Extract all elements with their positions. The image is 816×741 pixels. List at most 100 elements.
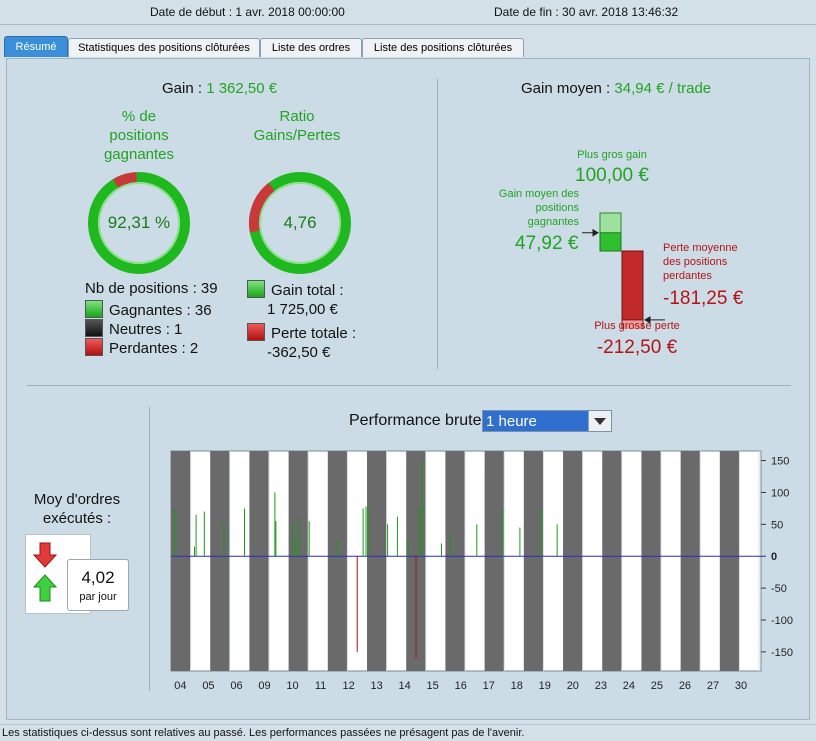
- avg-win-label-line: Gain moyen des: [498, 188, 579, 200]
- period-select[interactable]: 1 heure: [482, 410, 612, 432]
- orders-value: 4,02: [81, 568, 115, 587]
- chart-xtick-label: 30: [735, 680, 747, 692]
- pct-title-line: gagnantes: [103, 146, 175, 163]
- period-select-value: 1 heure: [486, 413, 537, 430]
- chart-shaded-day: [210, 451, 230, 671]
- legend-neutres: Neutres : 1: [85, 319, 182, 338]
- chart-shaded-day: [367, 451, 387, 671]
- avg-gain-line: Gain moyen : 34,94 € / trade: [521, 80, 711, 97]
- pct-ring-loss-arc: [113, 172, 138, 188]
- chart-xtick-label: 16: [455, 680, 467, 692]
- pct-title-line: positions: [109, 127, 169, 144]
- disclaimer: Les statistiques ci-dessus sont relative…: [0, 724, 816, 741]
- gain-total-label: Gain total :: [271, 282, 344, 299]
- red-swatch: [85, 338, 103, 356]
- avg-win-label-line: gagnantes: [527, 216, 579, 228]
- avg-loss-value: -181,25 €: [663, 288, 744, 309]
- vertical-divider-bottom: [149, 407, 150, 691]
- avg-gain-bar: [599, 232, 622, 252]
- avg-loss-arrow-icon: [644, 315, 665, 324]
- avg-loss-label-line: des positions: [663, 256, 728, 268]
- chart-xtick-label: 25: [651, 680, 663, 692]
- avg-loss-label: Perte moyenne des positions perdantes: [663, 241, 738, 283]
- ratio-value: 4,76: [283, 213, 317, 232]
- chart-shaded-day: [523, 451, 544, 671]
- chart-xtick-label: 05: [202, 680, 214, 692]
- avg-gain-value: 34,94 € / trade: [614, 80, 712, 97]
- chart-xtick-label: 27: [707, 680, 719, 692]
- legend-gagnantes: Gagnantes : 36: [85, 300, 212, 319]
- chart-shaded-day: [563, 451, 583, 671]
- nb-positions: Nb de positions : 39: [85, 280, 218, 297]
- end-date: Date de fin : 30 avr. 2018 13:46:32: [494, 5, 679, 19]
- chart-xtick-label: 24: [623, 680, 635, 692]
- chevron-down-icon[interactable]: [588, 411, 611, 431]
- legend-perdantes: Perdantes : 2: [85, 338, 198, 357]
- gain-total-value: 1 725,00 €: [267, 301, 338, 318]
- gain-label: Gain :: [162, 80, 203, 97]
- order-arrows-icon: [32, 542, 58, 602]
- ratio-title-line: Ratio: [279, 108, 315, 125]
- ratio-title-line: Gains/Pertes: [253, 127, 341, 144]
- worst-value: -212,50 €: [596, 337, 678, 358]
- summary-panel: Gain : 1 362,50 € % de positions gagnant…: [6, 58, 810, 720]
- orders-unit: par jour: [79, 591, 117, 603]
- tab-liste-positions[interactable]: Liste des positions clôturées: [362, 38, 524, 57]
- chart-xtick-label: 20: [567, 680, 579, 692]
- chart-shaded-day: [719, 451, 740, 671]
- avg-win-label: Gain moyen des positions gagnantes: [485, 187, 579, 229]
- chart-xtick-label: 26: [679, 680, 691, 692]
- tab-bar: Résumé Statistiques des positions clôtur…: [0, 36, 816, 58]
- chart-xtick-label: 15: [427, 680, 439, 692]
- legend-neutres-text: Neutres : 1: [109, 321, 183, 338]
- chart-ytick-label: 50: [771, 519, 783, 531]
- ratio-title: Ratio Gains/Pertes: [237, 107, 357, 145]
- chart-xtick-label: 14: [399, 680, 411, 692]
- pct-ring: [88, 172, 190, 274]
- tab-liste-ordres[interactable]: Liste des ordres: [260, 38, 362, 57]
- chart-ytick-label: -150: [771, 647, 793, 659]
- vertical-divider: [437, 79, 438, 369]
- tab-resume[interactable]: Résumé: [4, 36, 68, 57]
- avg-win-value: 47,92 €: [515, 233, 579, 254]
- chart-xtick-label: 04: [174, 680, 186, 692]
- black-swatch: [85, 319, 103, 337]
- perte-totale-label: Perte totale :: [271, 325, 357, 342]
- header-bar: Date de début : 1 avr. 2018 00:00:00 Dat…: [0, 0, 816, 25]
- avg-loss-label-line: perdantes: [663, 270, 712, 282]
- performance-title: Performance brute: [349, 412, 482, 429]
- chart-shaded-day: [288, 451, 309, 671]
- perte-totale-value: -362,50 €: [267, 344, 331, 361]
- ratio-ring: [249, 172, 351, 274]
- avg-loss-bar: [621, 250, 644, 321]
- chart-xtick-label: 06: [230, 680, 242, 692]
- win-loss-bars: [582, 212, 665, 329]
- avg-loss-label-line: Perte moyenne: [663, 242, 738, 254]
- chart-ytick-label: -100: [771, 615, 793, 627]
- worst-label: Plus grosse perte: [594, 320, 680, 332]
- chart-shaded-day: [445, 451, 466, 671]
- tab-statistiques[interactable]: Statistiques des positions clôturées: [68, 38, 260, 57]
- chart-ytick-label: 0: [771, 551, 777, 563]
- orders-value-box: 4,02 par jour: [67, 559, 129, 611]
- chart-ytick-label: 150: [771, 456, 789, 468]
- chart-ytick-label: 100: [771, 487, 789, 499]
- chart-shaded-day: [484, 451, 505, 671]
- chart-shaded-day: [641, 451, 662, 671]
- avg-win-label-line: positions: [535, 202, 579, 214]
- chart-shaded-day: [602, 451, 622, 671]
- chart-xtick-label: 18: [511, 680, 523, 692]
- chart-ytick-label: -50: [771, 583, 787, 595]
- best-value: 100,00 €: [575, 165, 649, 186]
- chart-shaded-day: [327, 451, 348, 671]
- chart-xtick-label: 09: [258, 680, 270, 692]
- gain-value: 1 362,50 €: [206, 80, 278, 97]
- pct-value: 92,31 %: [107, 213, 171, 232]
- red-swatch: [247, 323, 265, 341]
- pct-title: % de positions gagnantes: [89, 107, 189, 164]
- chart-shaded-day: [171, 451, 191, 671]
- chart-shaded-day: [680, 451, 701, 671]
- ratio-ring-loss-arc: [249, 182, 275, 233]
- orders-title-line: Moy d'ordres: [33, 491, 121, 508]
- orders-title: Moy d'ordres exécutés :: [17, 490, 137, 528]
